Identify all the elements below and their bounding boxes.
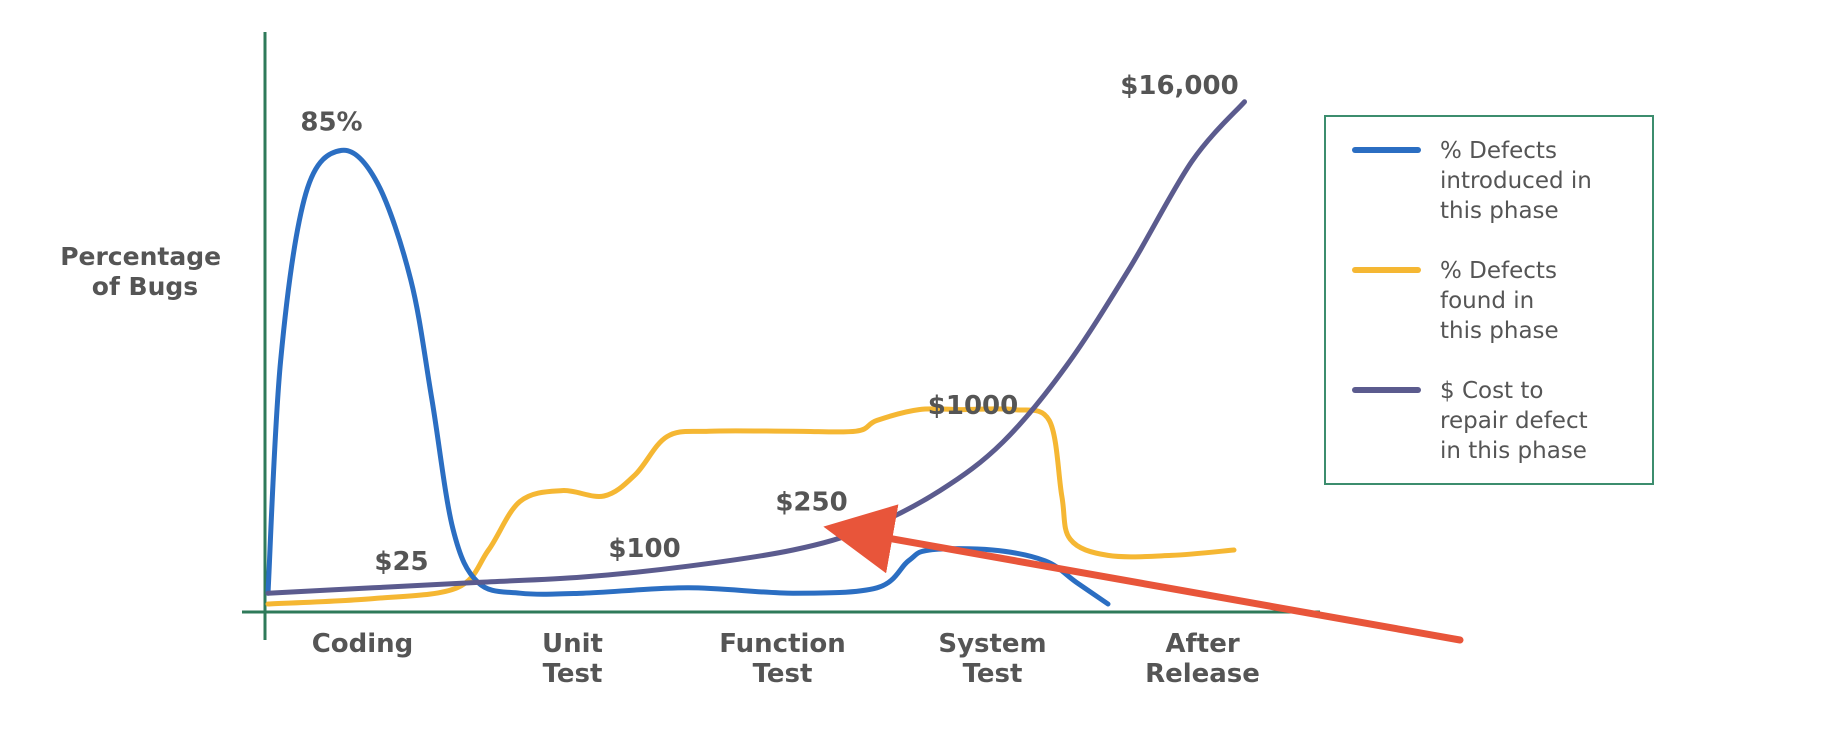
x-tick-label: System Test <box>938 629 1046 689</box>
legend: % Defects introduced in this phase % Defect… <box>1324 115 1654 485</box>
legend-box <box>1324 115 1654 485</box>
series-line-2 <box>265 406 1237 607</box>
legend-label: % Defects found in this phase <box>1440 258 1559 344</box>
data-label: $100 <box>608 534 680 564</box>
data-labels: 85% $25 $100 $250 $1000 $16,000 <box>300 71 1238 577</box>
x-tick-label: Unit Test <box>542 629 603 689</box>
x-tick-label: Function Test <box>719 629 846 689</box>
data-label: $250 <box>775 487 847 517</box>
legend-label: % Defects introduced in this phase <box>1440 138 1592 224</box>
data-label: $16,000 <box>1120 71 1238 101</box>
data-label: $25 <box>374 547 428 577</box>
legend-label: $ Cost to repair defect in this phase <box>1440 378 1588 464</box>
x-tick-labels: Coding Unit Test Function Test System Test Afte… <box>312 629 1260 689</box>
series-lines <box>265 99 1247 607</box>
data-label: 85% <box>300 107 362 137</box>
x-tick-label: After Release <box>1145 629 1260 689</box>
y-axis-label: Percentage of Bugs <box>60 242 230 301</box>
series-line-1 <box>265 147 1111 607</box>
data-label: $1000 <box>928 391 1018 421</box>
pointer-arrow <box>823 504 1464 644</box>
series-line-3 <box>265 99 1247 596</box>
x-tick-label: Coding <box>312 629 414 659</box>
